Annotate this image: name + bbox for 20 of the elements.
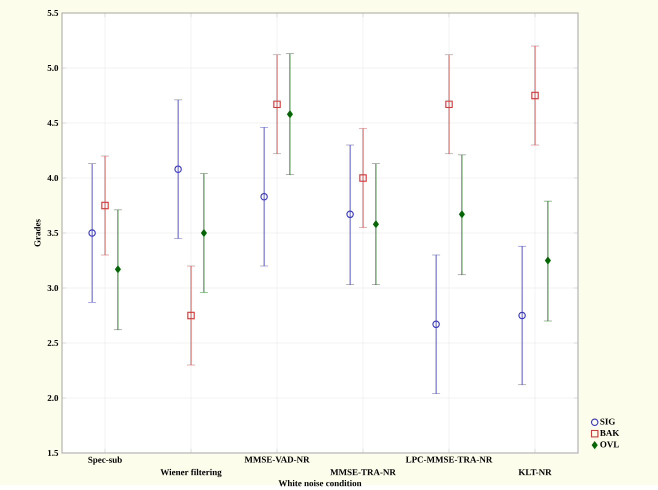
y-tick-label: 5.5 [48, 10, 58, 16]
y-tick-label: 4.0 [47, 175, 58, 182]
y-tick-label: 1.5 [48, 450, 58, 456]
x-tick-label: Spec-sub [88, 456, 122, 465]
y-tick-label: 3.0 [48, 285, 58, 292]
x-tick-label: LPC-MMSE-TRA-NR [406, 456, 492, 463]
x-axis-title: White noise condition [278, 480, 362, 486]
legend-label: SIG [600, 418, 616, 425]
x-tick-label: KLT-NR [518, 469, 552, 476]
x-tick-label: MMSE-VAD-NR [244, 456, 310, 463]
y-tick-label: 2.5 [48, 340, 58, 346]
x-tick-label: Wiener filtering [160, 469, 222, 478]
legend-label: OVL [600, 442, 619, 448]
y-axis-title: Grades [34, 219, 40, 247]
y-tick-label: 2.0 [48, 395, 58, 402]
y-tick-label: 5.0 [48, 65, 58, 72]
legend-label: BAK [600, 430, 620, 436]
y-tick-label: 3.5 [48, 230, 58, 236]
x-tick-label: MMSE-TRA-NR [330, 469, 396, 476]
y-tick-label: 4.5 [47, 120, 58, 126]
